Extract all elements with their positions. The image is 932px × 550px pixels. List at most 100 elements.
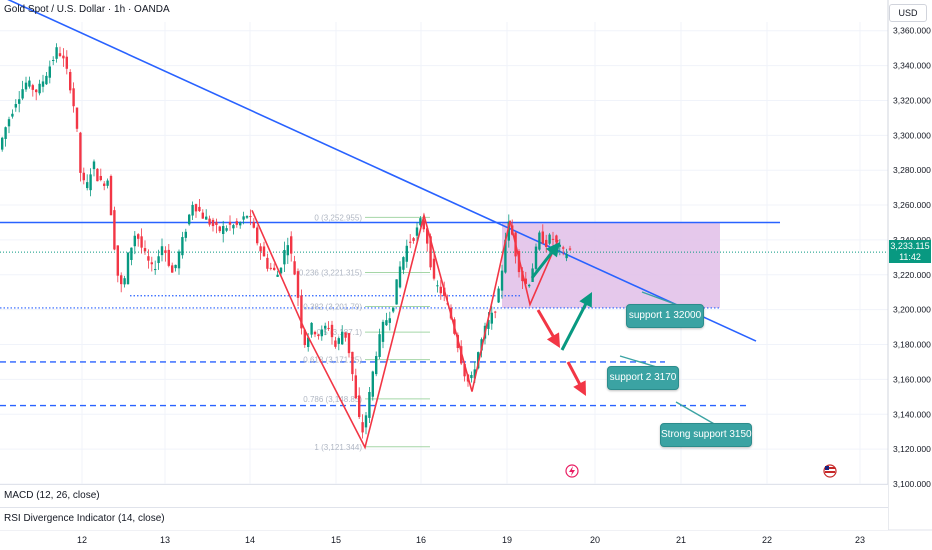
price-tick-label: 3,100.000 — [893, 479, 931, 489]
chart-icons — [565, 464, 837, 478]
candle-body — [378, 334, 381, 357]
support2-annotation[interactable]: support 2 3170 — [607, 366, 679, 390]
candle-body — [65, 56, 68, 69]
candle-body — [235, 221, 238, 225]
candle-body — [24, 82, 28, 90]
candle-body — [28, 80, 31, 87]
candle-body — [164, 250, 167, 253]
candle-body — [470, 374, 473, 379]
flag-canton-icon — [825, 466, 829, 470]
candle-body — [286, 245, 289, 256]
candle-body — [341, 331, 344, 345]
rsi-label[interactable]: RSI Divergence Indicator (14, close) — [4, 513, 165, 524]
candle-body — [497, 288, 500, 303]
up-arrow-large — [560, 292, 592, 351]
candle-body — [364, 415, 368, 428]
currency-button[interactable]: USD — [889, 4, 927, 22]
candle-body — [388, 318, 391, 323]
candle-body — [126, 252, 130, 285]
candle-body — [11, 113, 14, 117]
candle-body — [109, 175, 113, 216]
candle-body — [419, 218, 422, 226]
candle-body — [171, 265, 174, 273]
candlesticks — [1, 43, 572, 439]
candle-body — [358, 395, 361, 417]
candle-body — [228, 222, 232, 225]
candle-body — [89, 174, 92, 191]
candle-body — [103, 183, 106, 186]
candle-body — [1, 137, 4, 150]
candle-body — [290, 236, 293, 254]
candle-body — [402, 257, 405, 270]
candle-body — [7, 119, 11, 127]
candle-body — [52, 60, 55, 62]
candle-body — [120, 275, 123, 285]
time-tick-label: 21 — [676, 535, 686, 545]
candle-body — [177, 251, 181, 269]
support1-connector — [641, 291, 681, 307]
candle-body — [48, 66, 51, 78]
price-tick-label: 3,280.000 — [893, 165, 931, 175]
time-tick-label: 13 — [160, 535, 170, 545]
candle-body — [507, 221, 510, 241]
candle-body — [205, 216, 208, 220]
candle-body — [266, 257, 269, 269]
candle-body — [426, 228, 429, 244]
flag-stripe-icon — [825, 471, 835, 473]
candle-body — [106, 180, 109, 186]
candle-body — [96, 168, 99, 182]
candle-body — [256, 227, 259, 244]
candle-body — [116, 245, 119, 276]
candle-body — [140, 236, 143, 248]
candle-body — [317, 334, 320, 337]
symbol-title[interactable]: Gold Spot / U.S. Dollar · 1h · OANDA — [4, 4, 170, 15]
candle-body — [279, 267, 283, 274]
candle-body — [174, 264, 177, 269]
time-tick-label: 16 — [416, 535, 426, 545]
zigzag-pattern — [251, 209, 559, 450]
projection-arrows — [530, 242, 717, 426]
candle-body — [211, 219, 215, 227]
candle-body — [371, 371, 374, 397]
lightning-bolt-icon — [569, 466, 575, 476]
candle-body — [334, 340, 337, 347]
time-tick-label: 15 — [331, 535, 341, 545]
price-tick-label: 3,340.000 — [893, 61, 931, 71]
candle-body — [381, 321, 385, 342]
fib-level-label: 0.382 (3,201.79) — [303, 303, 362, 312]
fib-retracement: 0 (3,252.955) 0.236 (3,221.315) 0.382 (3,2… — [299, 213, 430, 452]
zigzag-path — [251, 209, 559, 450]
candle-body — [167, 249, 170, 266]
candle-body — [137, 234, 140, 239]
rsi-pane[interactable]: RSI Divergence Indicator (14, close) — [0, 507, 888, 530]
fib-level-label: 0.236 (3,221.315) — [299, 268, 362, 277]
fib-level-label: 0 (3,252.955) — [314, 213, 362, 222]
candle-body — [157, 256, 160, 264]
candle-body — [194, 204, 198, 212]
candle-body — [99, 175, 102, 181]
candle-body — [184, 231, 187, 238]
candle-body — [310, 322, 313, 335]
candle-body — [432, 258, 436, 279]
support1-annotation[interactable]: support 1 32000 — [626, 304, 704, 328]
candle-body — [347, 333, 351, 354]
candle-body — [490, 312, 493, 324]
candle-body — [558, 244, 561, 247]
candle-body — [392, 307, 395, 312]
fib-level-label: 0.5 (3,187.1) — [317, 328, 363, 337]
chart-grid — [0, 22, 888, 485]
candle-body — [31, 85, 34, 90]
candle-body — [385, 320, 388, 326]
macd-pane[interactable]: MACD (12, 26, close) — [0, 484, 888, 507]
candle-body — [69, 71, 72, 91]
candle-body — [330, 324, 334, 338]
candle-body — [147, 256, 150, 261]
candle-body — [504, 239, 507, 273]
candle-body — [405, 245, 408, 262]
strong-support-annotation[interactable]: Strong support 3150 — [660, 423, 752, 447]
candle-body — [395, 279, 398, 305]
price-tick-label: 3,260.000 — [893, 200, 931, 210]
macd-label[interactable]: MACD (12, 26, close) — [4, 490, 100, 501]
price-tick-label: 3,220.000 — [893, 270, 931, 280]
